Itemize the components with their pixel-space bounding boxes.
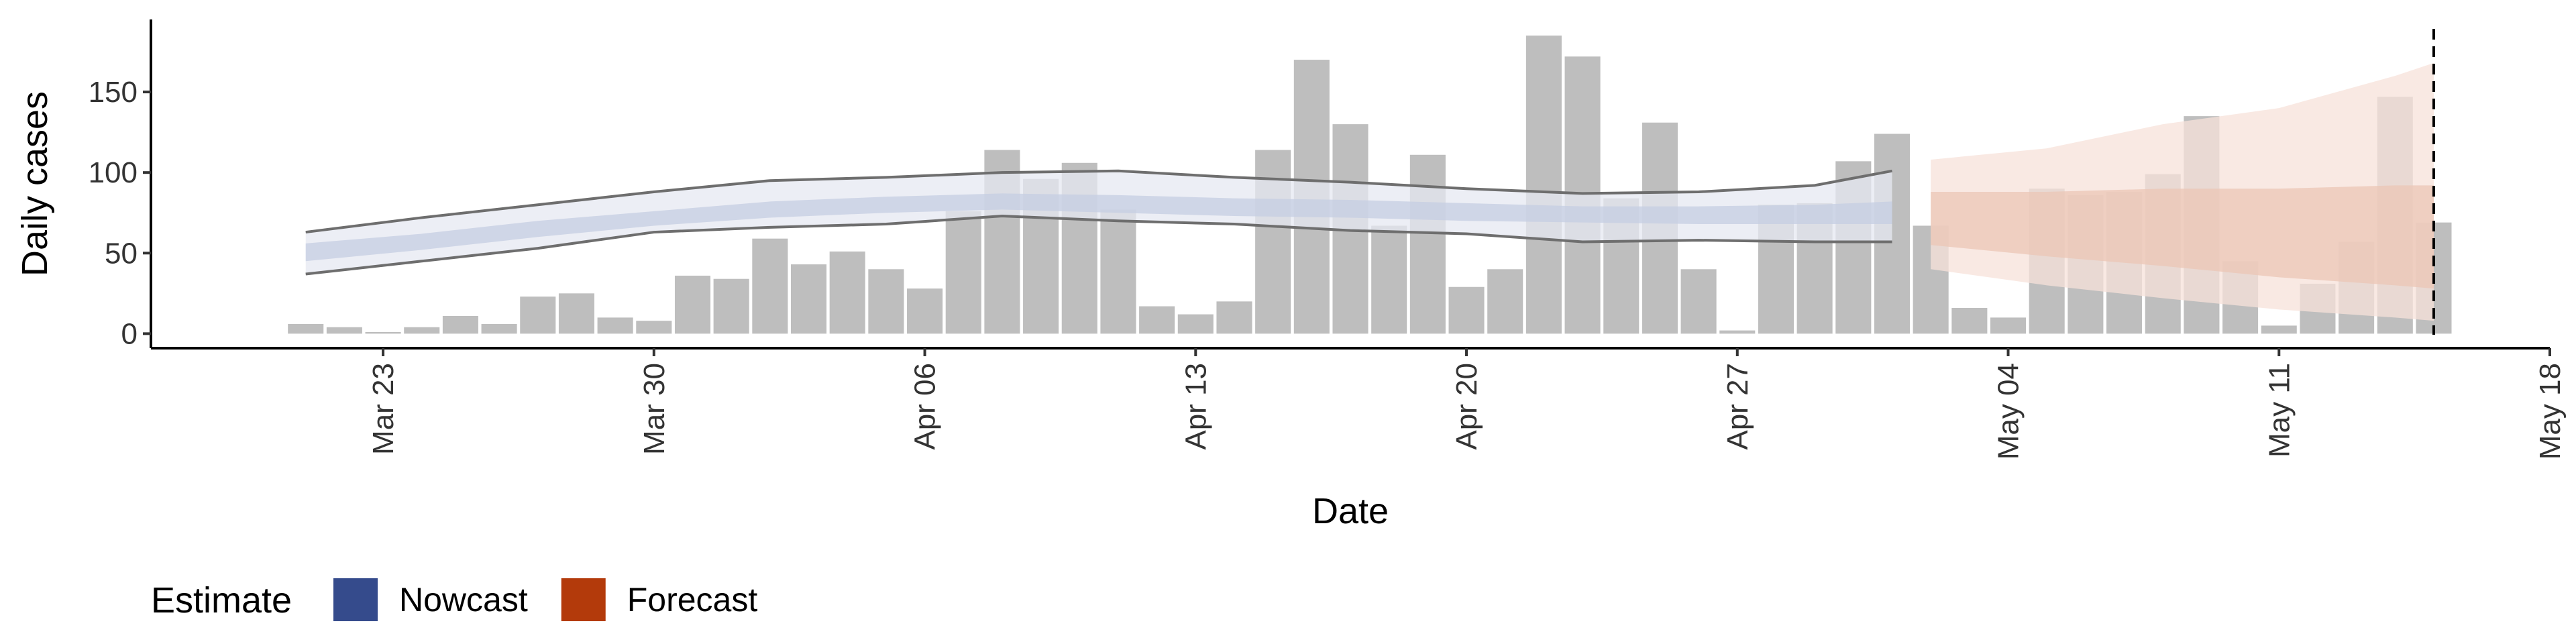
bar bbox=[442, 315, 478, 334]
y-tick-label: 0 bbox=[121, 317, 138, 350]
bar bbox=[2261, 325, 2297, 334]
bar bbox=[1448, 286, 1485, 334]
x-tick-label: Apr 13 bbox=[1179, 363, 1212, 450]
bar bbox=[1719, 330, 1756, 334]
x-tick-label: May 11 bbox=[2263, 363, 2296, 458]
x-tick-label: May 04 bbox=[1992, 363, 2025, 460]
bar bbox=[558, 293, 594, 334]
bar bbox=[404, 327, 440, 334]
bar bbox=[674, 275, 711, 334]
bar bbox=[1487, 269, 1523, 334]
x-tick-label: Mar 23 bbox=[367, 363, 400, 455]
bar bbox=[945, 211, 981, 334]
bar bbox=[365, 331, 401, 334]
legend-label: Nowcast bbox=[399, 581, 528, 619]
x-tick-label: Apr 06 bbox=[909, 363, 942, 450]
bar bbox=[868, 269, 904, 334]
x-tick-label: Apr 20 bbox=[1450, 363, 1483, 450]
legend-label: Forecast bbox=[627, 581, 758, 619]
bar bbox=[1100, 209, 1136, 334]
bar bbox=[1371, 225, 1407, 334]
bar bbox=[1177, 314, 1214, 334]
bar bbox=[1216, 301, 1252, 334]
y-tick-label: 100 bbox=[89, 156, 138, 189]
bar bbox=[1990, 317, 2027, 334]
bar bbox=[1680, 269, 1717, 334]
x-tick-label: May 18 bbox=[2534, 363, 2567, 460]
legend-swatch bbox=[333, 578, 378, 621]
bar bbox=[829, 251, 865, 334]
y-axis-label: Daily cases bbox=[15, 91, 55, 276]
inner-band bbox=[1931, 185, 2434, 289]
outer-band bbox=[305, 170, 1892, 274]
legend-title: Estimate bbox=[151, 580, 292, 621]
bar bbox=[1409, 154, 1446, 334]
bar bbox=[326, 327, 362, 334]
bar bbox=[1139, 306, 1175, 334]
band-edge-line bbox=[305, 215, 1892, 276]
bar bbox=[520, 297, 556, 334]
bar bbox=[1951, 307, 1988, 334]
bar bbox=[790, 264, 827, 334]
bar bbox=[481, 323, 517, 334]
bar bbox=[597, 317, 633, 334]
y-tick-label: 150 bbox=[89, 76, 138, 109]
bar bbox=[907, 288, 943, 334]
x-tick-label: Mar 30 bbox=[638, 363, 671, 455]
bar bbox=[288, 323, 324, 334]
bar bbox=[752, 238, 788, 334]
x-tick-label: Apr 27 bbox=[1721, 363, 1754, 450]
legend-swatch bbox=[561, 578, 606, 621]
x-axis-label: Date bbox=[1312, 491, 1389, 531]
inner-band bbox=[305, 193, 1892, 262]
band-edge-line bbox=[305, 169, 1892, 234]
bar bbox=[636, 321, 672, 334]
bar bbox=[1525, 36, 1562, 334]
bar bbox=[713, 278, 749, 334]
y-tick-label: 50 bbox=[105, 237, 138, 270]
